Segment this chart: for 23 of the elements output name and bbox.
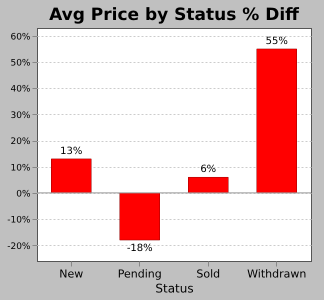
data-label: 6%	[200, 164, 216, 176]
y-tick-label: 30%	[10, 110, 31, 121]
bar	[51, 158, 92, 194]
y-tick-label: 20%	[10, 137, 31, 148]
x-axis-title: Status	[155, 282, 194, 296]
x-tick-label: Pending	[118, 268, 162, 280]
data-label: -18%	[126, 243, 153, 254]
data-label: 55%	[266, 36, 288, 47]
y-tick-label: 0%	[16, 189, 31, 200]
bar	[120, 192, 160, 240]
bar	[256, 48, 297, 194]
x-tick-label: New	[59, 268, 84, 280]
y-tick-label: 10%	[10, 163, 31, 174]
chart-title: Avg Price by Status % Diff	[49, 5, 300, 25]
y-tick-label: 40%	[10, 84, 31, 95]
y-tick-label: -10%	[7, 216, 31, 226]
data-label: 13%	[60, 146, 82, 157]
bar	[188, 176, 228, 194]
y-tick-label: -20%	[7, 242, 31, 252]
y-tick-label: 50%	[10, 58, 31, 69]
y-tick-label: 60%	[10, 32, 31, 42]
x-tick-label: Sold	[196, 268, 220, 280]
x-tick-label: Withdrawn	[247, 268, 306, 280]
